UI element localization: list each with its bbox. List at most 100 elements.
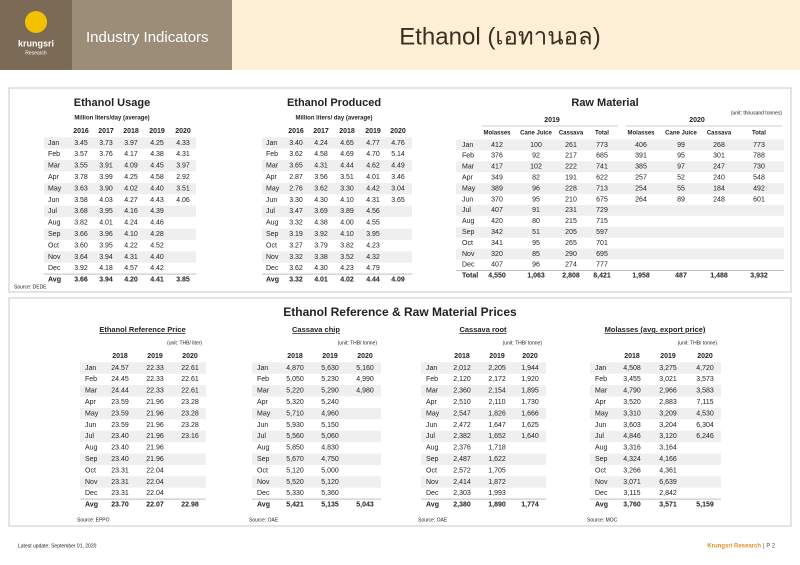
row-label: Feb bbox=[462, 153, 474, 160]
cell: 2,510 bbox=[453, 399, 471, 406]
cell: 23.31 bbox=[111, 467, 129, 474]
cell: 4.39 bbox=[150, 208, 164, 215]
cell: 4.02 bbox=[124, 185, 138, 192]
row-label: Total bbox=[462, 273, 478, 280]
cell: 5,710 bbox=[286, 410, 304, 417]
cell: 4.69 bbox=[340, 151, 354, 158]
cell: 3.40 bbox=[289, 140, 303, 147]
row-label: Sep bbox=[85, 456, 98, 463]
cell: 261 bbox=[565, 142, 577, 149]
cell: 773 bbox=[596, 142, 608, 149]
cell: 5,240 bbox=[321, 399, 339, 406]
cell: 4.65 bbox=[340, 140, 354, 147]
cell: 3.60 bbox=[74, 242, 88, 249]
cell: 2,012 bbox=[453, 365, 471, 372]
cell: 3.32 bbox=[289, 277, 303, 284]
cell: 184 bbox=[713, 185, 725, 192]
row-label: Jan bbox=[266, 140, 277, 147]
row-label: Mar bbox=[462, 164, 475, 171]
cell: 4.38 bbox=[150, 151, 164, 158]
row-label: Apr bbox=[48, 174, 60, 181]
cell: 5,230 bbox=[321, 376, 339, 383]
cell: 257 bbox=[635, 175, 647, 182]
column-header: Total bbox=[752, 131, 766, 137]
cell: 376 bbox=[491, 153, 503, 160]
cell: 51 bbox=[532, 229, 540, 236]
cell: 3,455 bbox=[623, 376, 641, 383]
column-header: 2018 bbox=[624, 353, 640, 360]
row-label: Jun bbox=[462, 196, 473, 203]
cell: 55 bbox=[677, 185, 685, 192]
cell: 407 bbox=[491, 207, 503, 214]
cell: 3.97 bbox=[124, 140, 138, 147]
cell: 222 bbox=[565, 164, 577, 171]
cell: 100 bbox=[530, 142, 542, 149]
cell: 4.33 bbox=[176, 140, 190, 147]
row-label: Avg bbox=[426, 502, 439, 509]
page-number: | P 2 bbox=[763, 544, 776, 550]
row-label: Jan bbox=[426, 365, 437, 372]
cell: 487 bbox=[675, 273, 687, 280]
cell: 4.49 bbox=[391, 163, 405, 170]
cell: 5,630 bbox=[321, 365, 339, 372]
cell: 4,750 bbox=[321, 456, 339, 463]
cell: 4.70 bbox=[366, 151, 380, 158]
cell: 6,639 bbox=[659, 479, 677, 486]
cell: 2,883 bbox=[659, 399, 677, 406]
row-label: Jun bbox=[595, 422, 606, 429]
cell: 21.96 bbox=[146, 422, 164, 429]
cell: 89 bbox=[677, 196, 685, 203]
cell: 5,670 bbox=[286, 456, 304, 463]
cell: 5,330 bbox=[286, 490, 304, 497]
row-stripe bbox=[252, 476, 381, 488]
row-label: Dec bbox=[426, 490, 439, 497]
cell: 5,043 bbox=[356, 502, 374, 509]
cell: 21.96 bbox=[146, 445, 164, 452]
cell: 23.40 bbox=[111, 456, 129, 463]
cell: 5,520 bbox=[286, 479, 304, 486]
cell: 4.06 bbox=[176, 197, 190, 204]
row-label: Avg bbox=[48, 277, 61, 284]
cell: 4.44 bbox=[366, 277, 380, 284]
brand: krungsri bbox=[18, 38, 54, 48]
row-label: Mar bbox=[266, 163, 279, 170]
cell: 210 bbox=[565, 196, 577, 203]
cell: 3.82 bbox=[340, 242, 354, 249]
table-title: Molasses (avg. export price) bbox=[605, 325, 706, 334]
cell: 23.40 bbox=[111, 433, 129, 440]
cell: 2,382 bbox=[453, 433, 471, 440]
cell: 1,647 bbox=[488, 422, 506, 429]
row-stripe bbox=[456, 139, 784, 151]
unit: (unit: THB/ tonne) bbox=[678, 340, 718, 346]
unit: Million liters/ day (average) bbox=[295, 116, 372, 122]
cell: 4.40 bbox=[150, 185, 164, 192]
row-stripe bbox=[44, 251, 196, 263]
cell: 2,154 bbox=[488, 388, 506, 395]
cell: 4.10 bbox=[340, 197, 354, 204]
cell: 420 bbox=[491, 218, 503, 225]
table-title: Cassava root bbox=[459, 325, 507, 334]
row-stripe bbox=[456, 161, 784, 173]
cell: 2,172 bbox=[488, 376, 506, 383]
cell: 3.52 bbox=[340, 254, 354, 261]
cell: 1,730 bbox=[521, 399, 539, 406]
cell: 2,380 bbox=[453, 502, 471, 509]
cell: 3,071 bbox=[623, 479, 641, 486]
cell: 3.92 bbox=[74, 265, 88, 272]
cell: 788 bbox=[753, 153, 765, 160]
cell: 3.51 bbox=[340, 174, 354, 181]
cell: 2,205 bbox=[488, 365, 506, 372]
row-label: Oct bbox=[48, 242, 59, 249]
cell: 4,166 bbox=[659, 456, 677, 463]
footer-brand: Krungsri Research bbox=[707, 544, 761, 550]
row-label: May bbox=[462, 185, 476, 192]
cell: 548 bbox=[753, 175, 765, 182]
row-label: Sep bbox=[266, 231, 279, 238]
cell: 4.02 bbox=[340, 277, 354, 284]
cell: 1,890 bbox=[488, 502, 506, 509]
cell: 492 bbox=[753, 185, 765, 192]
cell: 5,930 bbox=[286, 422, 304, 429]
cell: 1,625 bbox=[521, 422, 539, 429]
column-header: 2019 bbox=[365, 128, 381, 135]
cell: 102 bbox=[530, 164, 542, 171]
